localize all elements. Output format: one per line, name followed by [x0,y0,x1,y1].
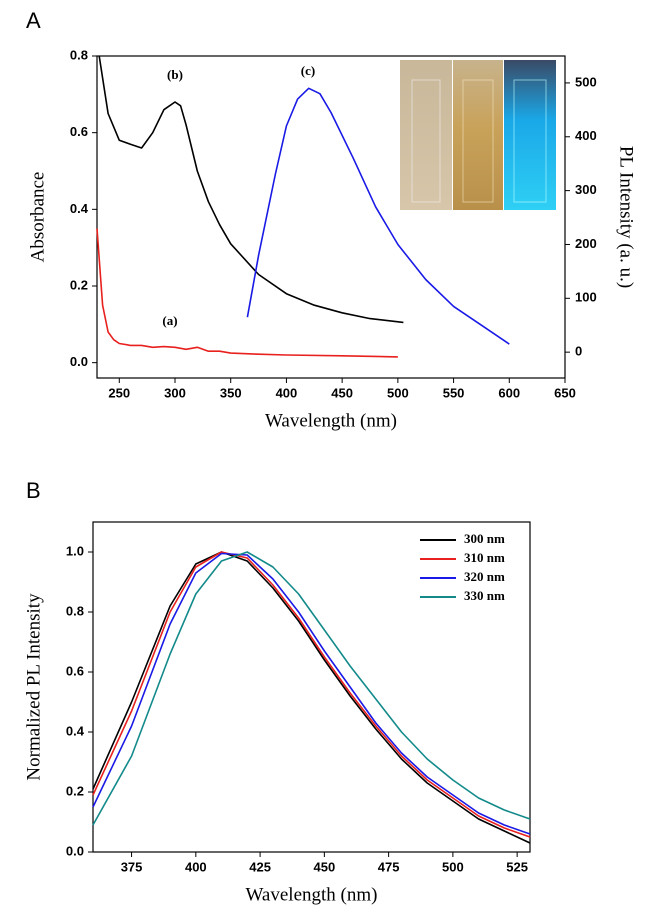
annotation: (b) [167,67,183,82]
x-tick-label: 600 [498,385,520,400]
y-tick-label: 0.2 [70,277,88,292]
y-axis-label: Absorbance [27,172,48,263]
legend-label: 320 nm [464,569,505,584]
x-tick-label: 400 [185,859,207,874]
y-tick-label: 0.2 [66,783,84,798]
y2-tick-label: 0 [575,344,582,359]
y-tick-label: 1.0 [66,543,84,558]
data-line [246,87,510,345]
x-tick-label: 500 [387,385,409,400]
plot-frame [96,55,566,379]
x-tick-label: 425 [249,859,271,874]
y2-axis-label: PL Intensity (a. u.) [616,146,637,288]
y2-tick-label: 500 [575,74,597,89]
legend-label: 300 nm [464,531,505,546]
panel-label: B [26,478,41,503]
x-tick-label: 300 [164,385,186,400]
y-axis-label: Normalized PL Intensity [23,593,44,781]
x-axis-label: Wavelength (nm) [265,410,397,431]
data-line [92,551,531,838]
y2-tick-label: 300 [575,182,597,197]
x-tick-label: 550 [443,385,465,400]
vial-outline [462,79,494,203]
x-tick-label: 500 [442,859,464,874]
x-tick-label: 525 [506,859,528,874]
data-line [92,552,531,835]
y2-tick-label: 200 [575,236,597,251]
x-tick-label: 475 [378,859,400,874]
y-tick-label: 0.4 [66,723,85,738]
y-tick-label: 0.8 [70,47,88,62]
y2-tick-label: 100 [575,290,597,305]
x-tick-label: 450 [314,859,336,874]
annotation: (a) [162,313,177,328]
y-tick-label: 0.6 [66,663,84,678]
panel-label: A [26,8,41,33]
x-tick-label: 375 [121,859,143,874]
vial-outline [513,79,547,203]
legend-label: 330 nm [464,588,505,603]
x-tick-label: 450 [331,385,353,400]
data-line [98,55,404,324]
x-tick-label: 400 [276,385,298,400]
y-tick-label: 0.6 [70,124,88,139]
x-axis-label: Wavelength (nm) [246,884,378,905]
vial-photo [400,60,452,210]
y-tick-label: 0.8 [66,603,84,618]
inset-photo [400,60,556,210]
data-line [92,551,531,826]
x-tick-label: 350 [220,385,242,400]
vial-photo [453,60,503,210]
vial-photo [504,60,556,210]
y-tick-label: 0.4 [70,201,89,216]
vial-outline [411,79,441,203]
legend-label: 310 nm [464,550,505,565]
data-line [92,551,531,844]
annotation: (c) [301,63,315,78]
x-tick-label: 250 [108,385,130,400]
y-tick-label: 0.0 [70,354,88,369]
y-tick-label: 0.0 [66,843,84,858]
x-tick-label: 650 [554,385,576,400]
plot-frame [92,521,531,853]
data-line [96,228,398,358]
y2-tick-label: 400 [575,128,597,143]
